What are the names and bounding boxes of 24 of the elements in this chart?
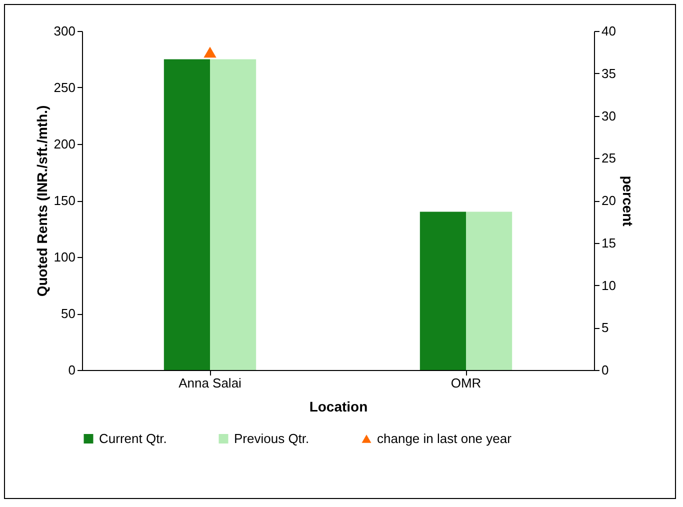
y2-tick-label: 40 bbox=[602, 24, 616, 38]
y2-tick-label: 15 bbox=[602, 235, 616, 250]
y2-tick-label: 5 bbox=[602, 320, 609, 336]
y-tick-label: 300 bbox=[54, 24, 76, 38]
y-tick-label: 200 bbox=[54, 136, 76, 152]
y-tick-label: 100 bbox=[54, 250, 76, 264]
y-tick-label: 150 bbox=[54, 193, 76, 208]
y2-tick-label: 25 bbox=[602, 150, 616, 166]
x-tick-label: OMR bbox=[450, 376, 482, 390]
x-axis-title: Location bbox=[309, 398, 368, 414]
y2-axis-title: percent bbox=[620, 176, 636, 227]
y-tick-label: 250 bbox=[54, 80, 76, 95]
legend-label: Current Qtr. bbox=[99, 430, 167, 446]
legend-label: change in last one year bbox=[377, 430, 512, 446]
y-tick-label: 50 bbox=[61, 306, 76, 321]
y2-tick-label: 35 bbox=[602, 66, 616, 81]
y-axis-title: Quoted Rents (INR./sft./mth.) bbox=[34, 105, 50, 297]
y2-tick-label: 10 bbox=[602, 278, 616, 293]
legend-label: Previous Qtr. bbox=[234, 430, 310, 446]
y2-tick-label: 30 bbox=[602, 108, 616, 124]
y-tick-label: 0 bbox=[68, 362, 76, 378]
y2-tick-label: 20 bbox=[602, 193, 616, 208]
y2-tick-label: 0 bbox=[602, 362, 609, 378]
x-tick-label: Anna Salai bbox=[178, 376, 242, 390]
